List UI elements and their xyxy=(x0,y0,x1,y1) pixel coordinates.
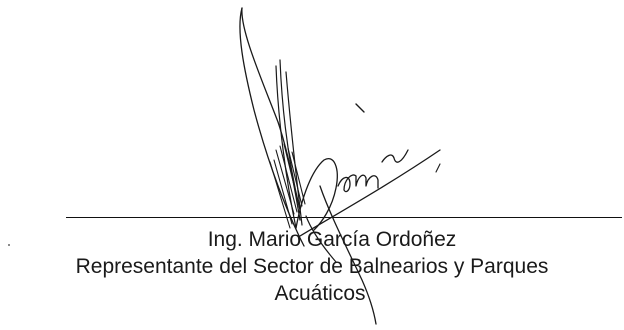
signature-mark-right xyxy=(435,163,441,173)
signatory-role-line-2: Acuáticos xyxy=(274,282,366,305)
signatory-role-line-1: Representante del Sector de Balnearios y… xyxy=(75,255,549,278)
signature-flourish-n xyxy=(381,149,409,163)
signature-stroke-inner-3 xyxy=(275,65,297,229)
signature-stroke-main-return xyxy=(241,7,301,221)
signature-line xyxy=(66,217,622,218)
signature-diagonal xyxy=(299,149,441,237)
signature-stroke-inner-1 xyxy=(279,59,301,211)
signature-stroke-main-loop xyxy=(239,7,305,247)
signatory-name: Ing. Mario García Ordoñez xyxy=(207,228,457,251)
signature-tick xyxy=(355,103,365,113)
signature-arch xyxy=(295,158,338,231)
signature-stroke-inner-2 xyxy=(285,71,303,226)
signature-hatch-1 xyxy=(275,143,306,215)
signatory-block: Ing. Mario García Ordoñez Representante … xyxy=(0,226,624,307)
signature-flourish-am xyxy=(337,174,379,193)
scan-speck xyxy=(8,244,10,246)
